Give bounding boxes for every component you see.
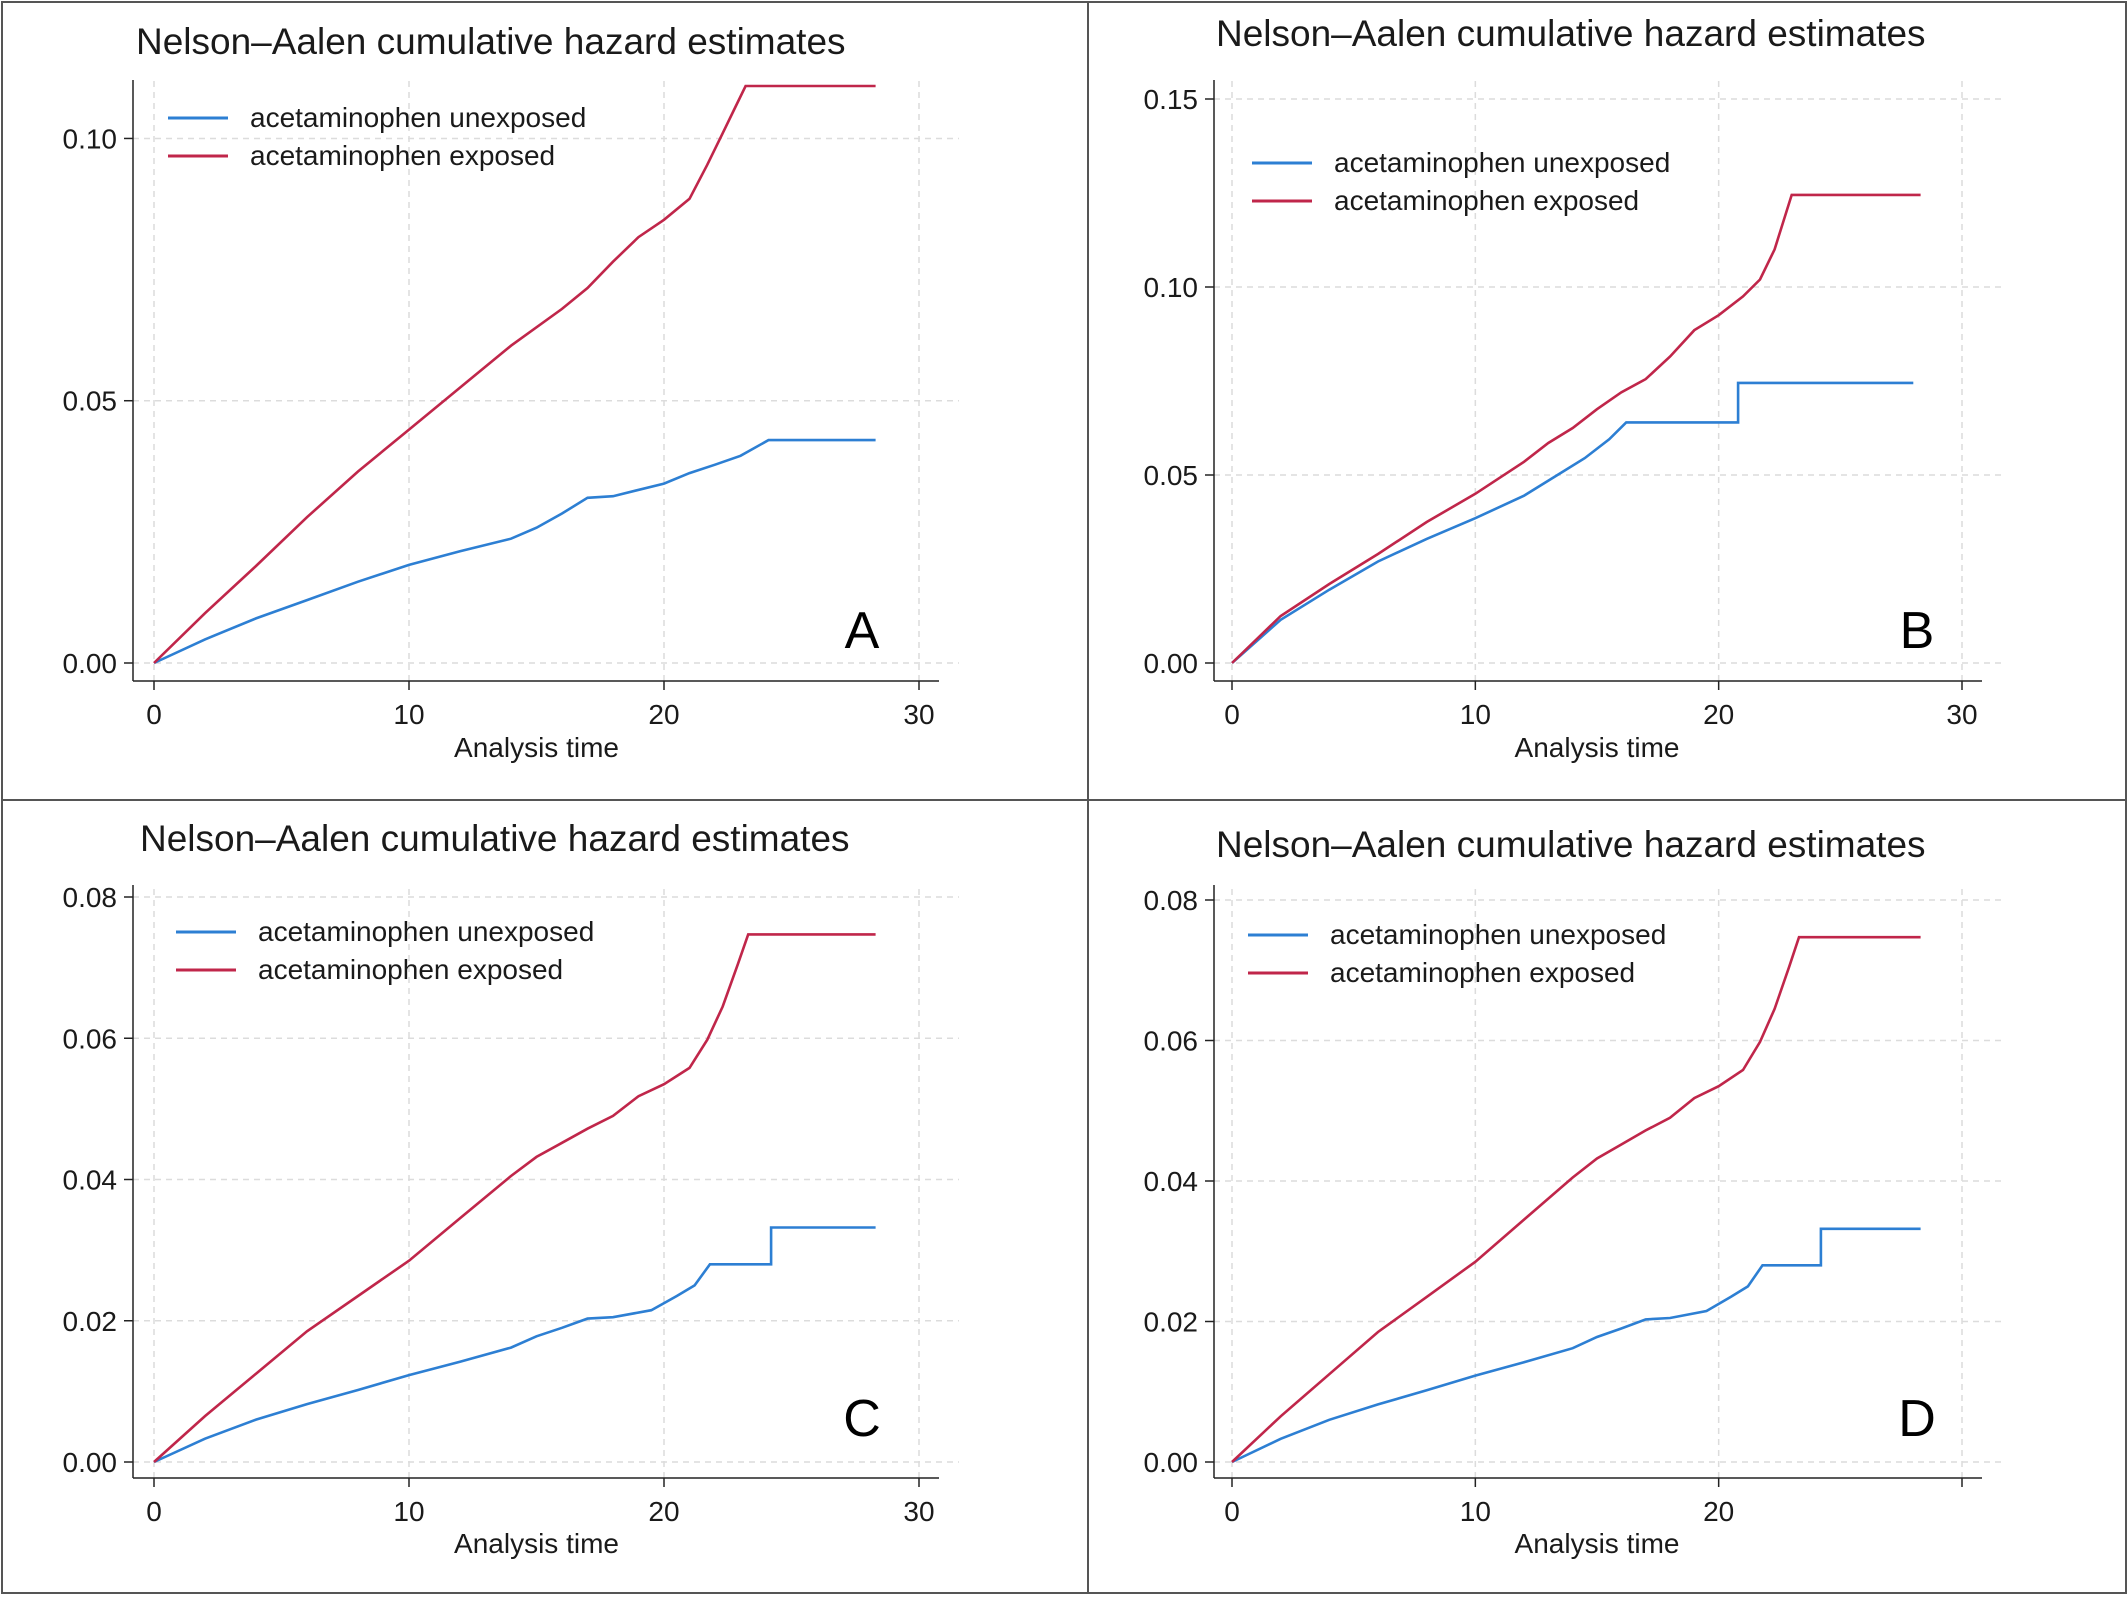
legend-label: acetaminophen unexposed [1334,147,1670,178]
legend: acetaminophen unexposed acetaminophen exp… [168,102,586,171]
chart-panel-a: Nelson–Aalen cumulative hazard estimates… [63,21,959,763]
x-tick-label: 20 [648,1496,679,1527]
x-tick-label: 20 [1703,699,1734,730]
y-tick-label: 0.02 [1144,1307,1199,1338]
x-tick-label: 10 [1460,699,1491,730]
legend: acetaminophen unexposed acetaminophen exp… [1248,919,1666,988]
y-tick-label: 0.08 [63,882,118,913]
legend-label: acetaminophen unexposed [1330,919,1666,950]
chart-title: Nelson–Aalen cumulative hazard estimates [136,21,846,62]
series-unexposed-line [153,438,876,665]
y-tick-label: 0.06 [1144,1026,1199,1057]
y-tick-label: 0.10 [63,123,118,154]
legend-label: acetaminophen exposed [250,140,555,171]
series-exposed-line [1231,935,1921,1463]
legend-label: acetaminophen unexposed [258,916,594,947]
panel-letter: C [843,1390,881,1448]
chart-panel-d: Nelson–Aalen cumulative hazard estimates… [1144,824,2002,1559]
legend-label: acetaminophen exposed [1330,957,1635,988]
series-unexposed-line [1231,381,1914,664]
x-tick-label: 30 [903,1496,934,1527]
x-tick-label: 20 [648,699,679,730]
panel-letter: A [845,602,880,660]
x-axis-title: Analysis time [1515,732,1680,763]
y-tick-label: 0.05 [1144,460,1199,491]
y-tick-label: 0.04 [1144,1166,1199,1197]
x-tick-label: 10 [393,1496,424,1527]
legend-label: acetaminophen exposed [1334,185,1639,216]
series-exposed-line [1231,193,1921,664]
y-tick-label: 0.00 [1144,648,1199,679]
chart-title: Nelson–Aalen cumulative hazard estimates [1216,13,1926,54]
legend: acetaminophen unexposed acetaminophen exp… [1252,147,1670,216]
panel-letter: B [1900,602,1935,660]
y-tick-label: 0.00 [63,648,118,679]
series-unexposed-line [153,1226,876,1464]
chart-title: Nelson–Aalen cumulative hazard estimates [1216,824,1926,865]
legend-label: acetaminophen unexposed [250,102,586,133]
legend: acetaminophen unexposed acetaminophen exp… [176,916,594,985]
series-unexposed-line [1231,1227,1921,1464]
series-exposed-line [153,84,876,664]
y-tick-label: 0.05 [63,386,118,417]
y-tick-label: 0.04 [63,1165,118,1196]
x-tick-label: 10 [393,699,424,730]
x-tick-label: 30 [1946,699,1977,730]
y-tick-label: 0.02 [63,1306,118,1337]
panel-letter: D [1898,1390,1936,1448]
chart-panel-c: Nelson–Aalen cumulative hazard estimates… [63,818,959,1559]
x-tick-label: 10 [1460,1496,1491,1527]
x-tick-label: 20 [1703,1496,1734,1527]
legend-label: acetaminophen exposed [258,954,563,985]
chart-panel-b: Nelson–Aalen cumulative hazard estimates… [1144,13,2002,763]
x-tick-label: 0 [146,699,162,730]
x-tick-label: 0 [1224,699,1240,730]
y-tick-label: 0.08 [1144,885,1199,916]
y-tick-label: 0.00 [63,1447,118,1478]
x-tick-label: 0 [146,1496,162,1527]
y-tick-label: 0.15 [1144,84,1199,115]
y-tick-label: 0.00 [1144,1447,1199,1478]
x-tick-label: 30 [903,699,934,730]
y-tick-label: 0.10 [1144,272,1199,303]
chart-title: Nelson–Aalen cumulative hazard estimates [140,818,850,859]
x-tick-label: 0 [1224,1496,1240,1527]
x-axis-title: Analysis time [454,732,619,763]
y-tick-label: 0.06 [63,1023,118,1054]
x-axis-title: Analysis time [1515,1528,1680,1559]
x-axis-title: Analysis time [454,1528,619,1559]
series-exposed-line [153,933,876,1463]
